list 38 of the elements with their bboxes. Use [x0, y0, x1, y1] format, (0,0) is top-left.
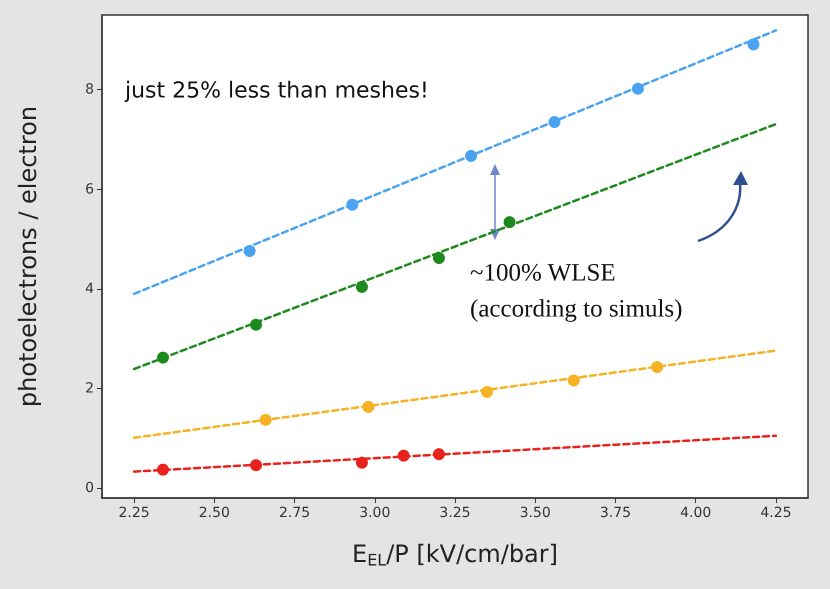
point: [156, 352, 169, 364]
point: [356, 456, 368, 469]
point: [250, 459, 262, 472]
point: [260, 414, 272, 426]
y-tick-label: 2: [85, 380, 94, 396]
point: [632, 82, 644, 95]
annotation: ~100% WLSE (according to simuls): [470, 260, 682, 322]
point: [362, 400, 374, 413]
point: [346, 198, 358, 211]
x-tick-label: 3.75: [600, 505, 632, 521]
x-tick-label: 4.00: [680, 505, 712, 521]
point: [465, 150, 478, 162]
point: [548, 116, 560, 128]
annotation: just 25% less than meshes!: [124, 78, 429, 104]
point: [651, 361, 664, 374]
x-tick-label: 3.00: [359, 505, 390, 521]
x-tick-label: 2.25: [118, 505, 150, 521]
point: [398, 450, 410, 462]
point: [432, 448, 445, 460]
point: [568, 374, 580, 386]
point: [156, 464, 169, 476]
y-tick-label: 0: [85, 480, 94, 496]
point: [244, 245, 256, 258]
point: [432, 252, 445, 264]
x-tick-label: 2.75: [278, 505, 310, 521]
y-axis-title: photoelectrons / electron: [14, 106, 42, 408]
point: [481, 386, 494, 398]
x-tick-label: 4.25: [760, 505, 792, 521]
point: [356, 280, 368, 293]
point: [747, 38, 760, 50]
y-tick-label: 8: [85, 82, 94, 98]
point: [504, 216, 516, 228]
x-tick-label: 3.25: [439, 505, 471, 521]
x-tick-label: 3.50: [520, 505, 551, 521]
y-tick-label: 4: [85, 280, 94, 297]
x-tick-label: 2.50: [198, 505, 230, 521]
point: [250, 318, 262, 331]
y-tick-label: 6: [85, 181, 94, 198]
